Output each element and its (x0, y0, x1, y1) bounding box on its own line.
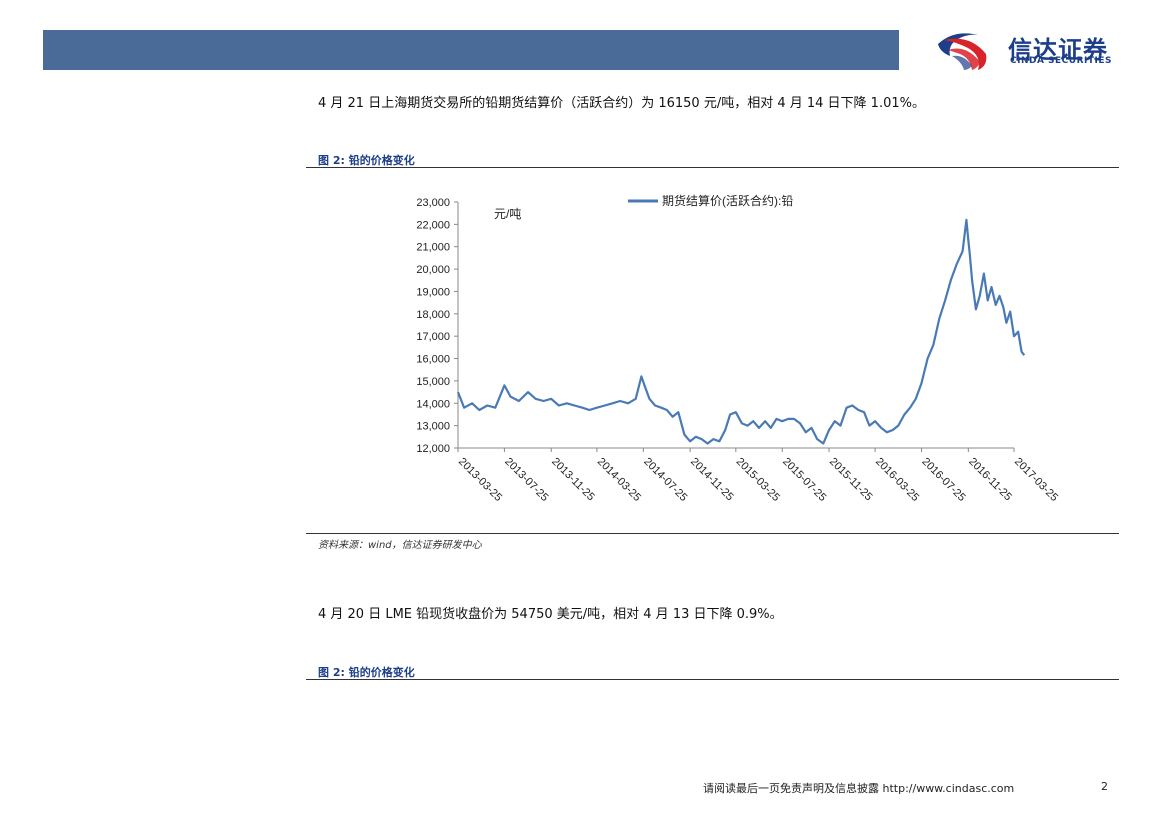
y-tick-label: 14,000 (416, 398, 450, 410)
brand-name-cn: 信达证券 (1008, 36, 1108, 64)
figure-label: 图 2: 铅的价格变化 (318, 154, 415, 167)
y-tick-label: 22,000 (416, 219, 450, 231)
x-tick-label: 2014-03-25 (595, 456, 643, 504)
figure2-top-rule (306, 679, 1119, 680)
footer-disclaimer: 请阅读最后一页免责声明及信息披露 http://www.cindasc.com (703, 782, 1015, 795)
y-tick-label: 18,000 (416, 309, 450, 321)
price-chart: 23,000 22,000 21,000 20,000 19,000 18,000 17,0… (416, 193, 1060, 504)
x-tick-label: 2015-07-25 (780, 456, 828, 504)
y-unit-label: 元/吨 (494, 207, 521, 221)
x-tick-label: 2017-03-25 (1012, 456, 1060, 504)
figure-bottom-rule (306, 533, 1119, 534)
figure-top-rule (306, 167, 1119, 168)
page-number: 2 (1101, 780, 1108, 793)
y-tick-label: 23,000 (416, 197, 450, 209)
x-tick-label: 2016-07-25 (919, 456, 967, 504)
figure-source: 资料来源：wind，信达证券研发中心 (318, 540, 482, 551)
figure-label-2: 图 2: 铅的价格变化 (318, 666, 415, 679)
x-tick-label: 2014-07-25 (641, 456, 689, 504)
x-tick-label: 2015-03-25 (734, 456, 782, 504)
cinda-logo-icon (938, 33, 987, 70)
x-tick-label: 2014-11-25 (688, 456, 736, 504)
series-line-lead-futures (456, 218, 1026, 445)
x-tick-label: 2016-11-25 (966, 456, 1014, 504)
x-tick-label: 2013-11-25 (549, 456, 597, 504)
x-tick-label: 2013-03-25 (456, 456, 504, 504)
paragraph-lead-futures: 4 月 21 日上海期货交易所的铅期货结算价（活跃合约）为 16150 元/吨，… (318, 96, 925, 111)
x-tick-label: 2016-03-25 (873, 456, 921, 504)
paragraph-lme-spot: 4 月 20 日 LME 铅现货收盘价为 54750 美元/吨，相对 4 月 1… (318, 607, 783, 622)
x-tick-label: 2015-11-25 (827, 456, 875, 504)
y-tick-label: 21,000 (416, 242, 450, 254)
y-tick-label: 19,000 (416, 286, 450, 298)
y-tick-label: 15,000 (416, 376, 450, 388)
x-tick-label: 2013-07-25 (502, 456, 550, 504)
header-bar (43, 30, 899, 70)
y-tick-label: 13,000 (416, 421, 450, 433)
y-tick-label: 17,000 (416, 331, 450, 343)
y-tick-label: 16,000 (416, 354, 450, 366)
brand-name-en: CINDA SECURITIES (1010, 56, 1112, 66)
y-tick-label: 20,000 (416, 264, 450, 276)
legend-label: 期货结算价(活跃合约):铅 (662, 193, 793, 208)
y-tick-label: 12,000 (416, 443, 450, 455)
